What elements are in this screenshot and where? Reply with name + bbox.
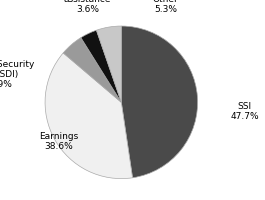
Wedge shape — [45, 53, 132, 179]
Text: SSI
47.7%: SSI 47.7% — [230, 102, 259, 121]
Wedge shape — [121, 26, 198, 178]
Text: Social Security
(OASDI)
4.9%: Social Security (OASDI) 4.9% — [0, 60, 35, 89]
Text: Earnings
38.6%: Earnings 38.6% — [39, 132, 79, 151]
Wedge shape — [81, 30, 121, 102]
Text: Other public
assistance
3.6%: Other public assistance 3.6% — [60, 0, 116, 14]
Wedge shape — [63, 38, 121, 102]
Wedge shape — [96, 26, 121, 102]
Text: Other
5.3%: Other 5.3% — [153, 0, 179, 14]
